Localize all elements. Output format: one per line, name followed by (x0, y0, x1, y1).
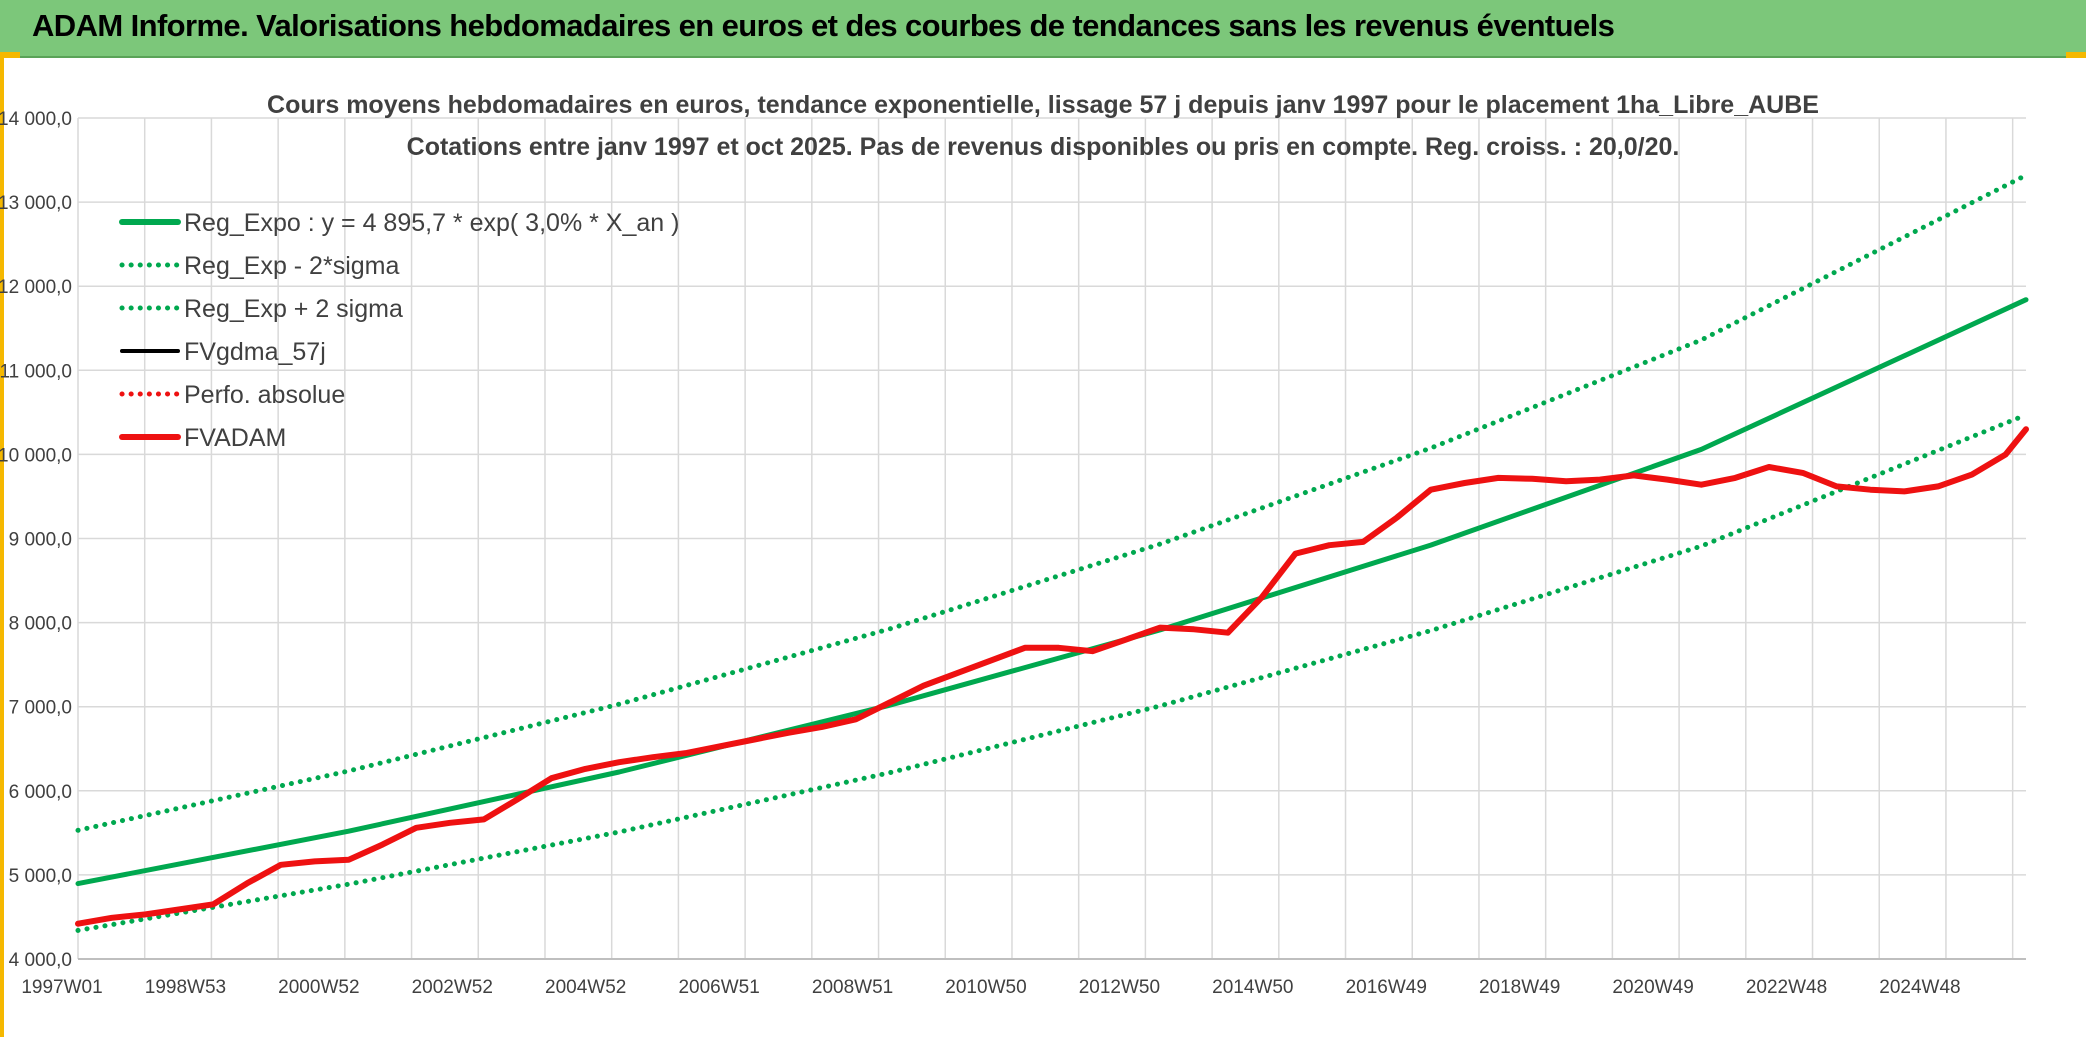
x-tick-label: 2002W52 (412, 977, 493, 998)
y-tick-label: 7 000,0 (9, 698, 72, 719)
legend-label: Perfo. absolue (184, 381, 345, 409)
x-tick-label: 2016W49 (1346, 977, 1427, 998)
legend-label: Reg_Exp + 2 sigma (184, 295, 403, 323)
x-tick-label: 2008W51 (812, 977, 893, 998)
series-line-5 (75, 426, 2029, 927)
x-tick-label: 2018W49 (1479, 977, 1560, 998)
x-tick-label: 2004W52 (545, 977, 626, 998)
x-tick-label: 2000W52 (278, 977, 359, 998)
legend-label: FVADAM (184, 424, 286, 452)
x-tick-label: 2012W50 (1079, 977, 1160, 998)
x-tick-label: 2020W49 (1612, 977, 1693, 998)
y-tick-label: 14 000,0 (0, 109, 72, 130)
x-tick-label: 2022W48 (1746, 977, 1827, 998)
y-tick-label: 12 000,0 (0, 277, 72, 298)
series-layer (75, 172, 2029, 933)
y-tick-label: 9 000,0 (9, 530, 72, 551)
y-tick-label: 6 000,0 (9, 782, 72, 803)
x-tick-label: 2006W51 (678, 977, 759, 998)
series-line-0 (75, 297, 2029, 887)
left-border-accent (0, 58, 4, 1037)
chart-subtitle: Cotations entre janv 1997 et oct 2025. P… (407, 133, 1680, 161)
y-tick-label: 11 000,0 (0, 361, 72, 382)
report-banner: ADAM Informe. Valorisations hebdomadaire… (0, 0, 2086, 58)
series-line-1 (75, 412, 2029, 933)
grid (77, 117, 2026, 960)
chart-title: Cours moyens hebdomadaires en euros, ten… (267, 91, 1819, 119)
y-tick-label: 5 000,0 (9, 866, 72, 887)
legend: Reg_Expo : y = 4 895,7 * exp( 3,0% * X_a… (119, 209, 679, 452)
legend-label: Reg_Exp - 2*sigma (184, 252, 399, 280)
x-tick-label: 2014W50 (1212, 977, 1293, 998)
chart: 4 000,0 5 000,0 6 000,0 7 000,0 8 000,0 9 000… (0, 91, 2029, 998)
corner-accent-left (0, 52, 20, 58)
y-tick-label: 8 000,0 (9, 614, 72, 635)
corner-accent-right (2066, 52, 2086, 58)
report-title: ADAM Informe. Valorisations hebdomadaire… (32, 8, 1615, 43)
x-tick-label: 1997W01 (21, 977, 102, 998)
x-tick-label: 2024W48 (1879, 977, 1960, 998)
y-tick-label: 10 000,0 (0, 445, 72, 466)
y-tick-label: 4 000,0 (9, 950, 72, 971)
x-tick-label: 1998W53 (145, 977, 226, 998)
axes: 4 000,0 5 000,0 6 000,0 7 000,0 8 000,0 9 000… (0, 109, 2026, 998)
x-tick-label: 2010W50 (945, 977, 1026, 998)
legend-label: Reg_Expo : y = 4 895,7 * exp( 3,0% * X_a… (184, 209, 679, 237)
legend-label: FVgdma_57j (184, 338, 326, 366)
y-tick-label: 13 000,0 (0, 193, 72, 214)
